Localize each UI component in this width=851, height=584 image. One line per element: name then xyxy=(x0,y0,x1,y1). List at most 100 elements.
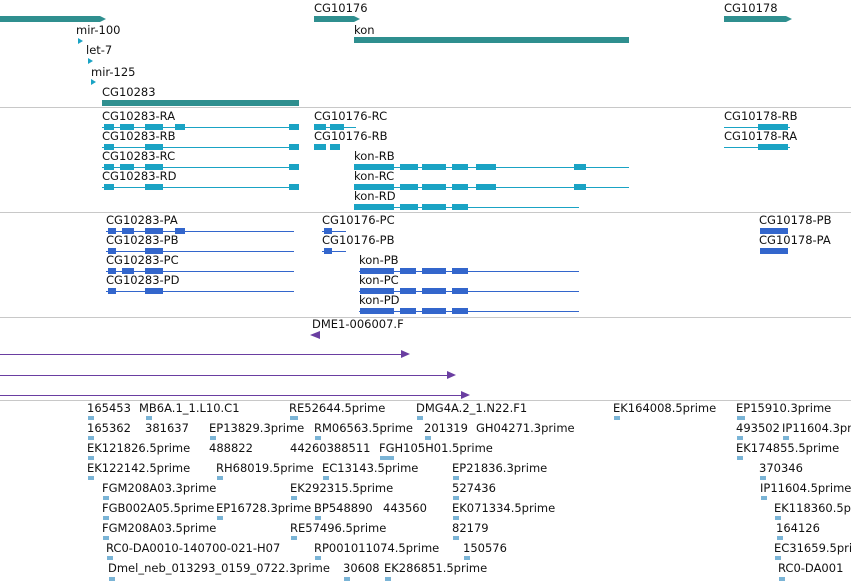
est-mark[interactable] xyxy=(217,516,223,520)
est-mark[interactable] xyxy=(464,556,470,560)
transcript-line[interactable] xyxy=(724,147,790,148)
est-label[interactable]: IP11604.5prime xyxy=(760,481,851,495)
est-label[interactable]: 150576 xyxy=(463,541,507,555)
est-mark[interactable] xyxy=(453,516,459,520)
est-label[interactable]: FGH105H01.5prime xyxy=(379,441,493,455)
est-mark[interactable] xyxy=(344,577,350,581)
protein-label[interactable]: CG10283-PC xyxy=(106,253,179,267)
est-mark[interactable] xyxy=(315,436,321,440)
est-mark[interactable] xyxy=(425,436,431,440)
est-label[interactable]: RP001011074.5prime xyxy=(314,541,440,555)
est-mark[interactable] xyxy=(88,436,94,440)
protein-line[interactable] xyxy=(322,251,346,252)
protein-line[interactable] xyxy=(106,251,294,252)
est-label[interactable]: RC0-DA001 xyxy=(778,561,844,575)
transcript-label[interactable]: CG10178-RA xyxy=(724,129,798,143)
est-mark[interactable] xyxy=(88,456,94,460)
protein-label[interactable]: CG10176-PC xyxy=(322,213,395,227)
est-mark[interactable] xyxy=(146,416,152,420)
transcript-label[interactable]: CG10283-RD xyxy=(102,169,177,183)
est-mark[interactable] xyxy=(614,416,620,420)
protein-label[interactable]: CG10178-PA xyxy=(759,233,831,247)
est-label[interactable]: EP21836.3prime xyxy=(452,461,548,475)
protein-line[interactable] xyxy=(106,291,294,292)
transcript-label[interactable]: kon-RD xyxy=(354,189,396,203)
est-label[interactable]: 443560 xyxy=(383,501,427,515)
protein-line[interactable] xyxy=(359,291,579,292)
est-label[interactable]: IP11604.3prime xyxy=(782,421,851,435)
est-mark[interactable] xyxy=(453,536,459,540)
est-mark[interactable] xyxy=(761,496,767,500)
protein-label[interactable]: kon-PD xyxy=(359,293,400,307)
est-mark[interactable] xyxy=(291,496,297,500)
protein-label[interactable]: kon-PB xyxy=(359,253,399,267)
transcript-label[interactable]: CG10283-RC xyxy=(102,149,176,163)
est-mark[interactable] xyxy=(777,536,783,540)
est-label[interactable]: RM06563.5prime xyxy=(314,421,413,435)
est-mark[interactable] xyxy=(453,496,459,500)
est-mark[interactable] xyxy=(760,476,766,480)
est-label[interactable]: 527436 xyxy=(452,481,496,495)
transcript-label[interactable]: CG10176-RC xyxy=(314,109,388,123)
gene-bar-mir-100[interactable] xyxy=(0,16,100,22)
est-label[interactable]: 370346 xyxy=(759,461,803,475)
transcript-label[interactable]: CG10283-RA xyxy=(102,109,176,123)
est-mark[interactable] xyxy=(783,436,789,440)
est-label[interactable]: EK292315.5prime xyxy=(290,481,394,495)
gene-label-cg10283[interactable]: CG10283 xyxy=(102,85,156,99)
gene-bar-kon[interactable] xyxy=(354,37,629,43)
est-mark[interactable] xyxy=(453,476,459,480)
transcript-line[interactable] xyxy=(102,147,299,148)
est-label[interactable]: 82179 xyxy=(452,521,489,535)
protein-label[interactable]: CG10283-PA xyxy=(106,213,178,227)
transcript-label[interactable]: kon-RB xyxy=(354,149,395,163)
est-mark[interactable] xyxy=(315,556,321,560)
est-mark[interactable] xyxy=(417,416,423,420)
est-mark[interactable] xyxy=(88,416,94,420)
est-mark[interactable] xyxy=(291,536,297,540)
est-mark[interactable] xyxy=(779,577,785,581)
est-label[interactable]: RE57496.5prime xyxy=(290,521,387,535)
protein-line[interactable] xyxy=(359,271,579,272)
feature-label-dme1[interactable]: DME1-006007.F xyxy=(312,317,404,331)
est-label[interactable]: MB6A.1_1.L10.C1 xyxy=(139,401,240,415)
transcript-label[interactable]: CG10176-RB xyxy=(314,129,388,143)
transcript-line[interactable] xyxy=(102,167,299,168)
est-mark[interactable] xyxy=(737,456,743,460)
protein-label[interactable]: CG10283-PD xyxy=(106,273,180,287)
gene-label-cg10176[interactable]: CG10176 xyxy=(314,1,368,15)
est-label[interactable]: 30608 xyxy=(343,561,380,575)
transcript-line[interactable] xyxy=(724,127,790,128)
est-label[interactable]: 165453 xyxy=(87,401,131,415)
est-mark[interactable] xyxy=(103,536,109,540)
feature-line[interactable] xyxy=(0,354,402,355)
transcript-line[interactable] xyxy=(102,127,299,128)
est-mark[interactable] xyxy=(290,416,298,420)
est-label[interactable]: EP15910.3prime xyxy=(736,401,832,415)
transcript-line[interactable] xyxy=(102,187,299,188)
gene-bar-cg10178[interactable] xyxy=(724,16,786,22)
est-mark[interactable] xyxy=(323,476,329,480)
est-label[interactable]: DMG4A.2_1.N22.F1 xyxy=(416,401,528,415)
est-label[interactable]: 165362 xyxy=(87,421,131,435)
est-mark[interactable] xyxy=(775,516,781,520)
est-mark[interactable] xyxy=(107,556,113,560)
est-label[interactable]: EK071334.5prime xyxy=(452,501,556,515)
protein-line[interactable] xyxy=(322,231,346,232)
est-label[interactable]: EC31659.5prime xyxy=(774,541,851,555)
est-label[interactable]: EK174855.5prime xyxy=(736,441,840,455)
est-label[interactable]: RH68019.5prime xyxy=(216,461,314,475)
gene-label-let-7[interactable]: let-7 xyxy=(86,43,113,57)
est-label[interactable]: 381637 xyxy=(145,421,189,435)
est-mark[interactable] xyxy=(210,436,216,440)
transcript-label[interactable]: CG10178-RB xyxy=(724,109,798,123)
est-label[interactable]: EP16728.3prime xyxy=(216,501,312,515)
gene-label-mir-125[interactable]: mir-125 xyxy=(91,65,136,79)
est-label[interactable]: EK121826.5prime xyxy=(87,441,191,455)
feature-line[interactable] xyxy=(0,395,462,396)
est-label[interactable]: 488822 xyxy=(209,441,253,455)
protein-line[interactable] xyxy=(359,311,579,312)
gene-bar-cg10283[interactable] xyxy=(102,100,299,106)
est-mark[interactable] xyxy=(217,476,223,480)
gene-label-kon[interactable]: kon xyxy=(354,23,375,37)
